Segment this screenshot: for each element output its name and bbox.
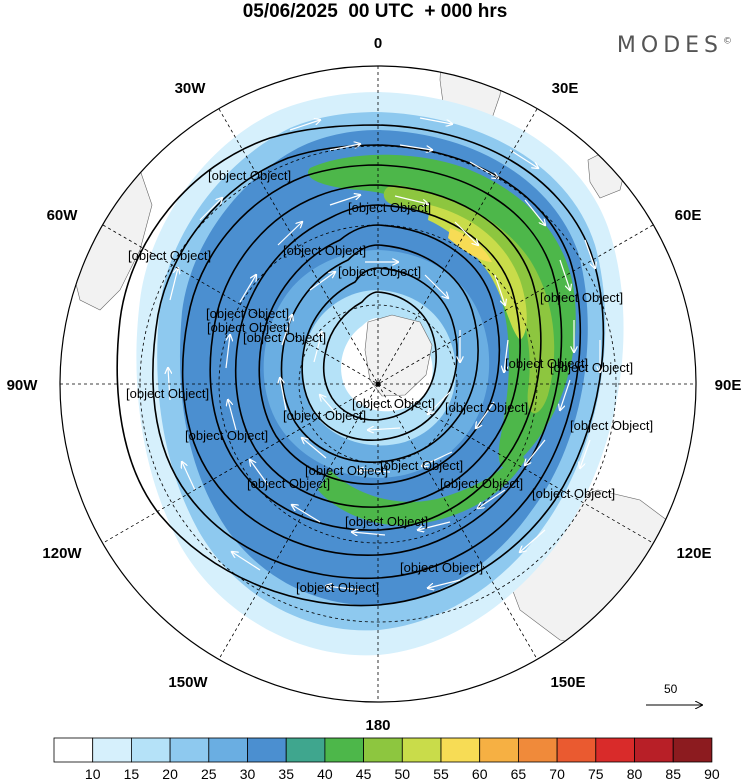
- lon-label-60w: 60W: [47, 207, 79, 224]
- contour-label: [object Object]: [206, 306, 289, 321]
- wind-shade-60: [448, 228, 492, 262]
- map-boundary: [59, 65, 697, 703]
- meridian-30e-150w: [218, 108, 538, 660]
- contour-label: [object Object]: [348, 200, 431, 215]
- lon-label-180: 180: [365, 717, 390, 734]
- meridian-60w-120e: [102, 224, 654, 544]
- contour-2020: [181, 164, 563, 556]
- contour-label: [object Object]: [208, 168, 291, 183]
- contour-label: [object Object]: [207, 320, 290, 335]
- contour-2060: [116, 124, 605, 607]
- contour-label: [object Object]: [305, 463, 388, 478]
- contour-label: [object Object]: [550, 360, 633, 375]
- meridian-30w-150e: [218, 108, 538, 660]
- chart-title: 05/06/2025 00 UTC + 000 hrs: [242, 1, 508, 22]
- contour-label: [object Object]: [128, 248, 211, 263]
- contour-label: [object Object]: [338, 264, 421, 279]
- land-antarctica-top: [364, 314, 433, 397]
- brand-text: MODES: [616, 33, 723, 58]
- contour-1920: [301, 267, 458, 441]
- lon-label-90w: 90W: [7, 377, 39, 394]
- contour-label: [object Object]: [380, 458, 463, 473]
- contour-label: [object Object]: [505, 356, 588, 371]
- contour-label: [object Object]: [532, 486, 615, 501]
- contour-1980: [234, 204, 521, 508]
- contour-label: [object Object]: [283, 408, 366, 423]
- contour-1940: [280, 244, 479, 463]
- lon-label-30w: 30W: [175, 80, 207, 97]
- contour-1900: [322, 291, 437, 421]
- contour-label: [object Object]: [352, 396, 435, 411]
- wind-vectors: [168, 117, 600, 590]
- brand-logo: MODES©: [617, 33, 732, 58]
- lon-label-120w: 120W: [42, 545, 82, 562]
- lon-label-150w: 150W: [168, 674, 208, 691]
- contour-label: [object Object]: [283, 243, 366, 258]
- contour-2040: [152, 144, 582, 580]
- contour-label: [object Object]: [247, 476, 330, 491]
- lon-label-150e: 150E: [550, 674, 585, 691]
- contour-label: [object Object]: [440, 476, 523, 491]
- contour-label: [object Object]: [243, 330, 326, 345]
- contour-label: [object Object]: [345, 514, 428, 529]
- height-contours: [116, 124, 605, 607]
- reference-vector-label: 50: [664, 682, 678, 696]
- contour-label: [object Object]: [400, 560, 483, 575]
- contour-label: [object Object]: [540, 290, 623, 305]
- contour-labels: [object Object] [object Object] [object …: [126, 168, 653, 595]
- lon-label-30e: 30E: [552, 80, 579, 97]
- contour-1960: [258, 224, 501, 485]
- longitude-labels: 0 30E 60E 90E 120E 150E 180 150W 120W 90…: [7, 35, 742, 734]
- meridian-60e-120w: [102, 224, 654, 544]
- south-pole-marker: [375, 381, 381, 387]
- lon-label-90e: 90E: [715, 377, 742, 394]
- contour-label: [object Object]: [126, 386, 209, 401]
- contour-label: [object Object]: [445, 400, 528, 415]
- wind-shade-55: [428, 205, 527, 340]
- wind-shade-40: [308, 154, 576, 469]
- contour-label: [object Object]: [296, 580, 379, 595]
- lon-label-120e: 120E: [676, 545, 711, 562]
- brand-mark: ©: [723, 36, 732, 47]
- lon-label-0: 0: [374, 35, 382, 52]
- contour-label: [object Object]: [570, 418, 653, 433]
- lon-label-60e: 60E: [675, 207, 702, 224]
- latitude-circle-outer: [139, 145, 617, 623]
- contour-label: [object Object]: [185, 428, 268, 443]
- contour-2000: [209, 184, 542, 531]
